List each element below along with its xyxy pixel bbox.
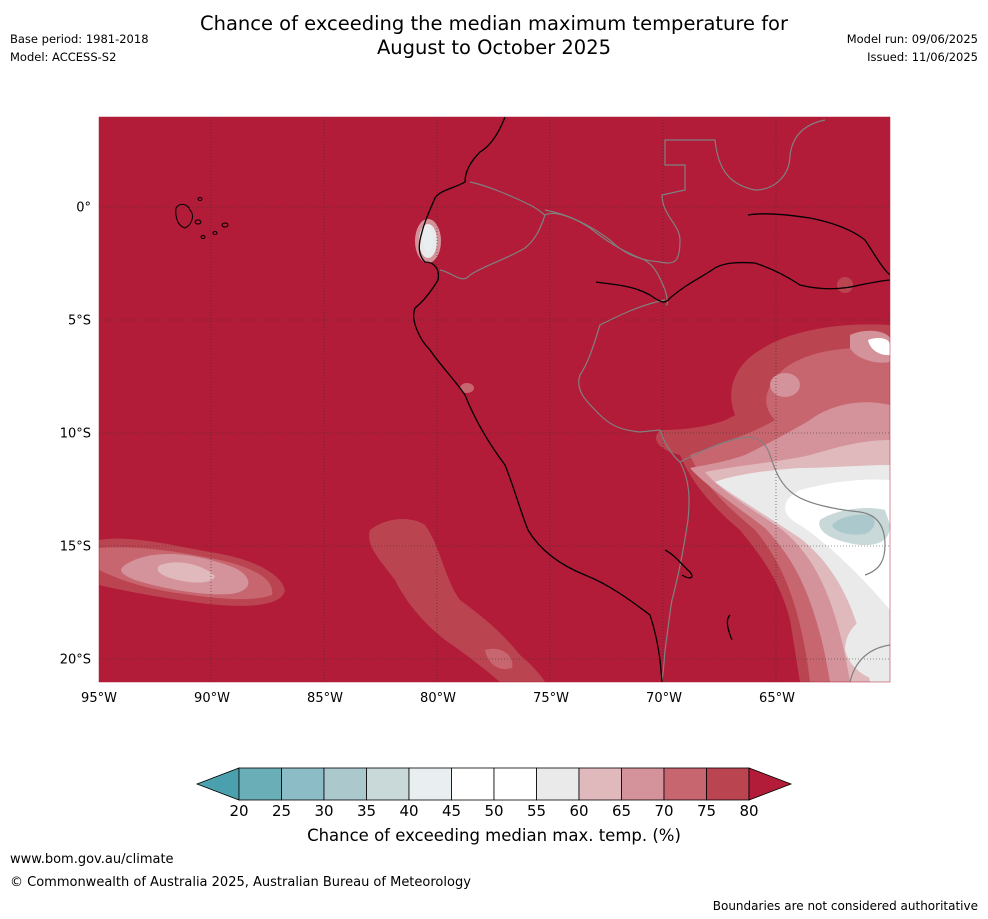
colorbar-bin-3 <box>366 767 410 801</box>
lat-label-0: 0° <box>76 200 91 215</box>
colorbar-bin-0 <box>238 767 282 801</box>
colorbar-bin-2 <box>323 767 367 801</box>
meta-left: Base period: 1981-2018 Model: ACCESS-S2 <box>10 30 149 66</box>
lat-label-1: 5°S <box>68 313 91 328</box>
colorbar-tick-11: 75 <box>697 802 716 820</box>
eastern-anomaly <box>656 277 890 682</box>
gridlines <box>99 117 890 682</box>
boundary-disclaimer: Boundaries are not considered authoritat… <box>712 899 978 913</box>
lon-label-1: 90°W <box>194 691 230 706</box>
colorbar-bin-9 <box>621 767 665 801</box>
longitude-labels: 95°W 90°W 85°W 80°W 75°W 70°W 65°W <box>81 691 795 706</box>
lon-label-4: 75°W <box>533 691 569 706</box>
base-period: Base period: 1981-2018 <box>10 32 149 46</box>
colorbar-tick-0: 20 <box>229 802 248 820</box>
colorbar-under-arrow <box>195 767 240 801</box>
lat-label-2: 10°S <box>60 426 91 441</box>
colorbar-tick-6: 50 <box>484 802 503 820</box>
colorbar-tick-9: 65 <box>612 802 631 820</box>
colorbar-tick-7: 55 <box>527 802 546 820</box>
colorbar: 20 25 30 35 40 45 50 55 60 65 70 75 80 <box>195 767 793 820</box>
colorbar-over-arrow <box>748 767 793 801</box>
colorbar-tick-10: 70 <box>654 802 673 820</box>
model-run-date: Model run: 09/06/2025 <box>846 32 978 46</box>
pacific-anomaly-west <box>99 538 285 606</box>
latitude-labels: 0° 5°S 10°S 15°S 20°S <box>60 200 91 667</box>
lat-label-4: 20°S <box>60 652 91 667</box>
colorbar-tick-12: 80 <box>739 802 758 820</box>
pacific-anomaly-central <box>369 518 545 682</box>
map-frame <box>98 116 891 683</box>
lon-label-3: 80°W <box>420 691 456 706</box>
ecuador-coastal-spot <box>415 219 441 263</box>
colorbar-tick-3: 35 <box>357 802 376 820</box>
colorbar-bin-10 <box>663 767 707 801</box>
map: 0° 5°S 10°S 15°S 20°S 95°W 90°W 85°W 80°W 75°W 70… <box>60 116 891 706</box>
colorbar-bin-8 <box>578 767 622 801</box>
colorbar-tick-2: 30 <box>314 802 333 820</box>
meta-right: Model run: 09/06/2025 Issued: 11/06/2025 <box>847 30 978 66</box>
colorbar-bin-5 <box>451 767 495 801</box>
copyright-notice: © Commonwealth of Australia 2025, Austra… <box>10 875 471 890</box>
colorbar-bin-1 <box>281 767 325 801</box>
lon-label-6: 65°W <box>759 691 795 706</box>
coastlines <box>413 117 890 682</box>
title-line-1: Chance of exceeding the median maximum t… <box>199 12 789 35</box>
colorbar-tick-4: 40 <box>399 802 418 820</box>
galapagos-islands <box>175 197 229 239</box>
title-line-2: August to October 2025 <box>376 36 612 59</box>
coastal-spot-8s <box>460 383 474 393</box>
country-boundaries <box>439 119 890 682</box>
colorbar-tick-1: 25 <box>272 802 291 820</box>
colorbar-tick-8: 60 <box>569 802 588 820</box>
colorbar-bin-4 <box>408 767 452 801</box>
model-name: Model: ACCESS-S2 <box>10 50 117 64</box>
page-title: Chance of exceeding the median maximum t… <box>0 12 988 60</box>
issued-date: Issued: 11/06/2025 <box>867 50 978 64</box>
colorbar-bin-11 <box>706 767 750 801</box>
lon-label-0: 95°W <box>81 691 117 706</box>
colorbar-bin-7 <box>536 767 580 801</box>
lon-label-5: 70°W <box>646 691 682 706</box>
colorbar-title: Chance of exceeding median max. temp. (%… <box>307 826 681 845</box>
lat-label-3: 15°S <box>60 539 91 554</box>
colorbar-bin-6 <box>493 767 537 801</box>
lon-label-2: 85°W <box>307 691 343 706</box>
colorbar-tick-5: 45 <box>442 802 461 820</box>
website-link[interactable]: www.bom.gov.au/climate <box>10 852 174 867</box>
